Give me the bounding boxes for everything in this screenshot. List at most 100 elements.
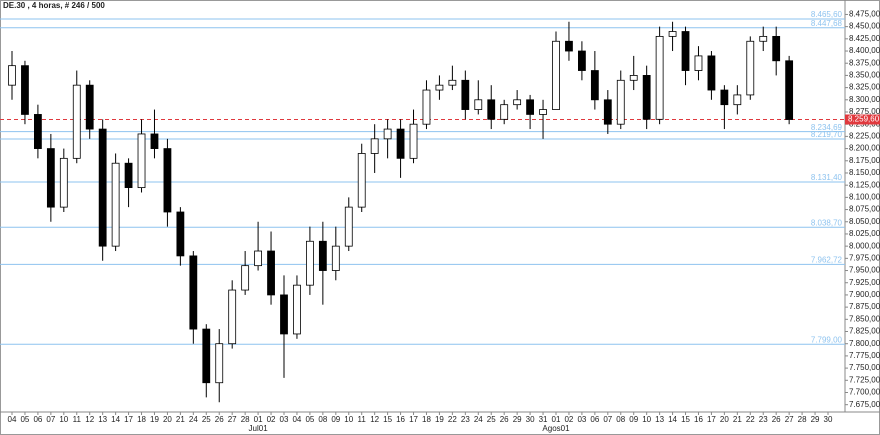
x-tick-label: 07 xyxy=(46,415,55,424)
candle-body xyxy=(461,79,470,110)
level-label: 8.038,70 xyxy=(811,218,843,227)
x-tick-label: 14 xyxy=(668,415,677,424)
candle-body xyxy=(578,50,586,71)
month-label: Agos01 xyxy=(542,424,570,433)
x-tick-label: 28 xyxy=(798,415,807,424)
x-tick-label: 29 xyxy=(513,415,522,424)
x-tick-label: 26 xyxy=(772,415,781,424)
y-tick-label: 8.325,00 xyxy=(849,83,880,92)
x-tick-label: 26 xyxy=(215,415,224,424)
x-tick-label: 12 xyxy=(85,415,94,424)
last-price-label: 8.259,60 xyxy=(848,115,880,124)
x-tick-label: 10 xyxy=(344,415,353,424)
x-tick-label: 03 xyxy=(280,415,289,424)
y-tick-label: 8.475,00 xyxy=(849,10,880,19)
candle-body xyxy=(539,109,547,115)
x-tick-label: 03 xyxy=(577,415,586,424)
x-tick-label: 09 xyxy=(331,415,340,424)
y-tick-label: 7.975,00 xyxy=(849,253,880,262)
candle-body xyxy=(422,89,431,125)
candle-body xyxy=(293,284,301,335)
x-tick-label: 04 xyxy=(292,415,301,424)
candle-body xyxy=(772,35,781,62)
y-tick-label: 7.875,00 xyxy=(849,302,880,311)
y-tick-label: 8.275,00 xyxy=(849,107,880,116)
candle-body xyxy=(241,265,250,291)
x-tick-label: 26 xyxy=(500,415,509,424)
x-tick-label: 15 xyxy=(383,415,392,424)
x-tick-label: 04 xyxy=(8,415,17,424)
candle-body xyxy=(526,99,534,115)
candle-body xyxy=(202,328,211,384)
chart-title: DE.30 , 4 horas, # 246 / 500 xyxy=(3,1,105,10)
candle-body xyxy=(487,99,496,120)
x-tick-label: 22 xyxy=(448,415,457,424)
x-tick-label: 07 xyxy=(603,415,612,424)
candle-body xyxy=(34,114,42,149)
x-tick-label: 11 xyxy=(73,415,82,424)
candle-body xyxy=(254,250,262,267)
month-label: Jul01 xyxy=(249,424,269,433)
x-tick-label: 10 xyxy=(59,415,68,424)
candle-body xyxy=(189,255,198,330)
x-tick-label: 18 xyxy=(422,415,431,424)
y-tick-label: 8.450,00 xyxy=(849,22,880,31)
x-tick-label: 23 xyxy=(461,415,470,424)
x-tick-label: 30 xyxy=(526,415,535,424)
x-tick-label: 19 xyxy=(150,415,159,424)
y-tick-label: 8.200,00 xyxy=(849,144,880,153)
y-tick-label: 8.075,00 xyxy=(849,205,880,214)
y-tick-label: 8.225,00 xyxy=(849,131,880,140)
x-tick-label: 13 xyxy=(98,415,107,424)
x-tick-label: 02 xyxy=(267,415,276,424)
candle-body xyxy=(267,250,275,296)
candle-body xyxy=(759,35,768,42)
last-price-box xyxy=(845,114,880,125)
x-tick-label: 31 xyxy=(539,415,548,424)
candle-body xyxy=(85,84,94,130)
candle-body xyxy=(448,79,457,86)
candle-body xyxy=(124,162,133,189)
x-tick-label: 17 xyxy=(707,415,716,424)
y-tick-label: 7.950,00 xyxy=(849,266,880,275)
candle-body xyxy=(331,245,340,271)
candle-body xyxy=(590,70,599,101)
candle-body xyxy=(59,157,68,208)
x-tick-label: 21 xyxy=(733,415,742,424)
candle-body xyxy=(46,148,55,208)
x-tick-label: 06 xyxy=(33,415,42,424)
candle-body xyxy=(163,148,172,213)
y-tick-label: 8.350,00 xyxy=(849,71,880,80)
y-tick-label: 8.100,00 xyxy=(849,192,880,201)
x-tick-label: 20 xyxy=(163,415,172,424)
candle-body xyxy=(474,99,483,110)
x-tick-label: 02 xyxy=(564,415,573,424)
x-tick-label: 08 xyxy=(616,415,625,424)
candle-body xyxy=(655,35,664,120)
y-tick-label: 7.850,00 xyxy=(849,314,880,323)
candle-body xyxy=(435,84,444,91)
x-tick-label: 01 xyxy=(254,415,263,424)
level-label: 7.799,00 xyxy=(811,335,843,344)
level-label: 8.465,60 xyxy=(811,10,843,19)
y-tick-label: 8.150,00 xyxy=(849,168,880,177)
x-tick-label: 23 xyxy=(759,415,768,424)
candle-body xyxy=(616,79,625,125)
x-tick-label: 14 xyxy=(111,415,120,424)
x-tick-label: 12 xyxy=(370,415,379,424)
y-tick-label: 7.775,00 xyxy=(849,351,880,360)
y-tick-label: 8.425,00 xyxy=(849,34,880,43)
x-tick-label: 24 xyxy=(189,415,198,424)
x-tick-label: 19 xyxy=(435,415,444,424)
level-label: 8.234,69 xyxy=(811,123,843,132)
x-tick-label: 08 xyxy=(318,415,327,424)
y-tick-label: 8.300,00 xyxy=(849,95,880,104)
x-tick-label: 15 xyxy=(681,415,690,424)
y-tick-label: 8.050,00 xyxy=(849,217,880,226)
x-tick-label: 10 xyxy=(642,415,651,424)
level-label: 7.962,72 xyxy=(811,255,843,264)
candle-body xyxy=(228,289,237,345)
x-tick-label: 18 xyxy=(137,415,146,424)
